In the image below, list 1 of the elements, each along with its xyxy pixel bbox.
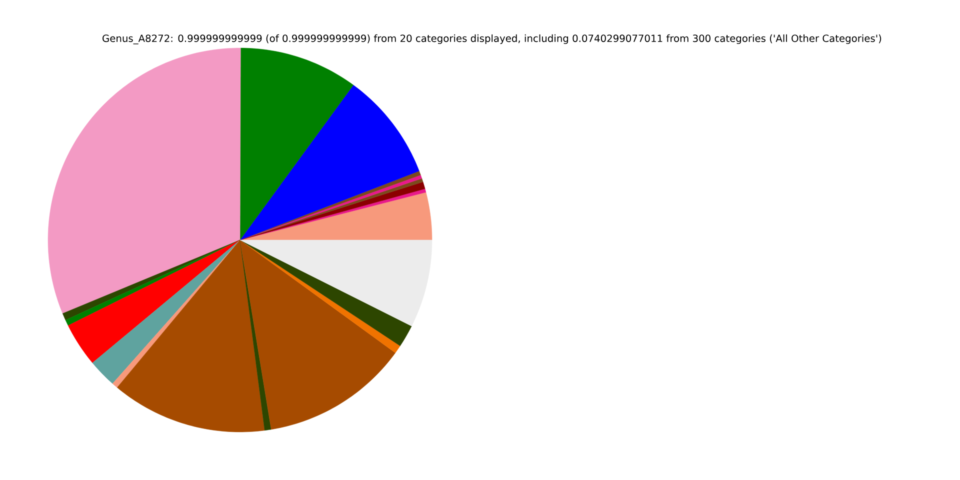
text: Genus_A8272: 0.999999999999 (of 0.999999999999) from 20 categories displayed, including 0.0740299077011 from 300 categories ('All Other Categories') [102,34,882,44]
